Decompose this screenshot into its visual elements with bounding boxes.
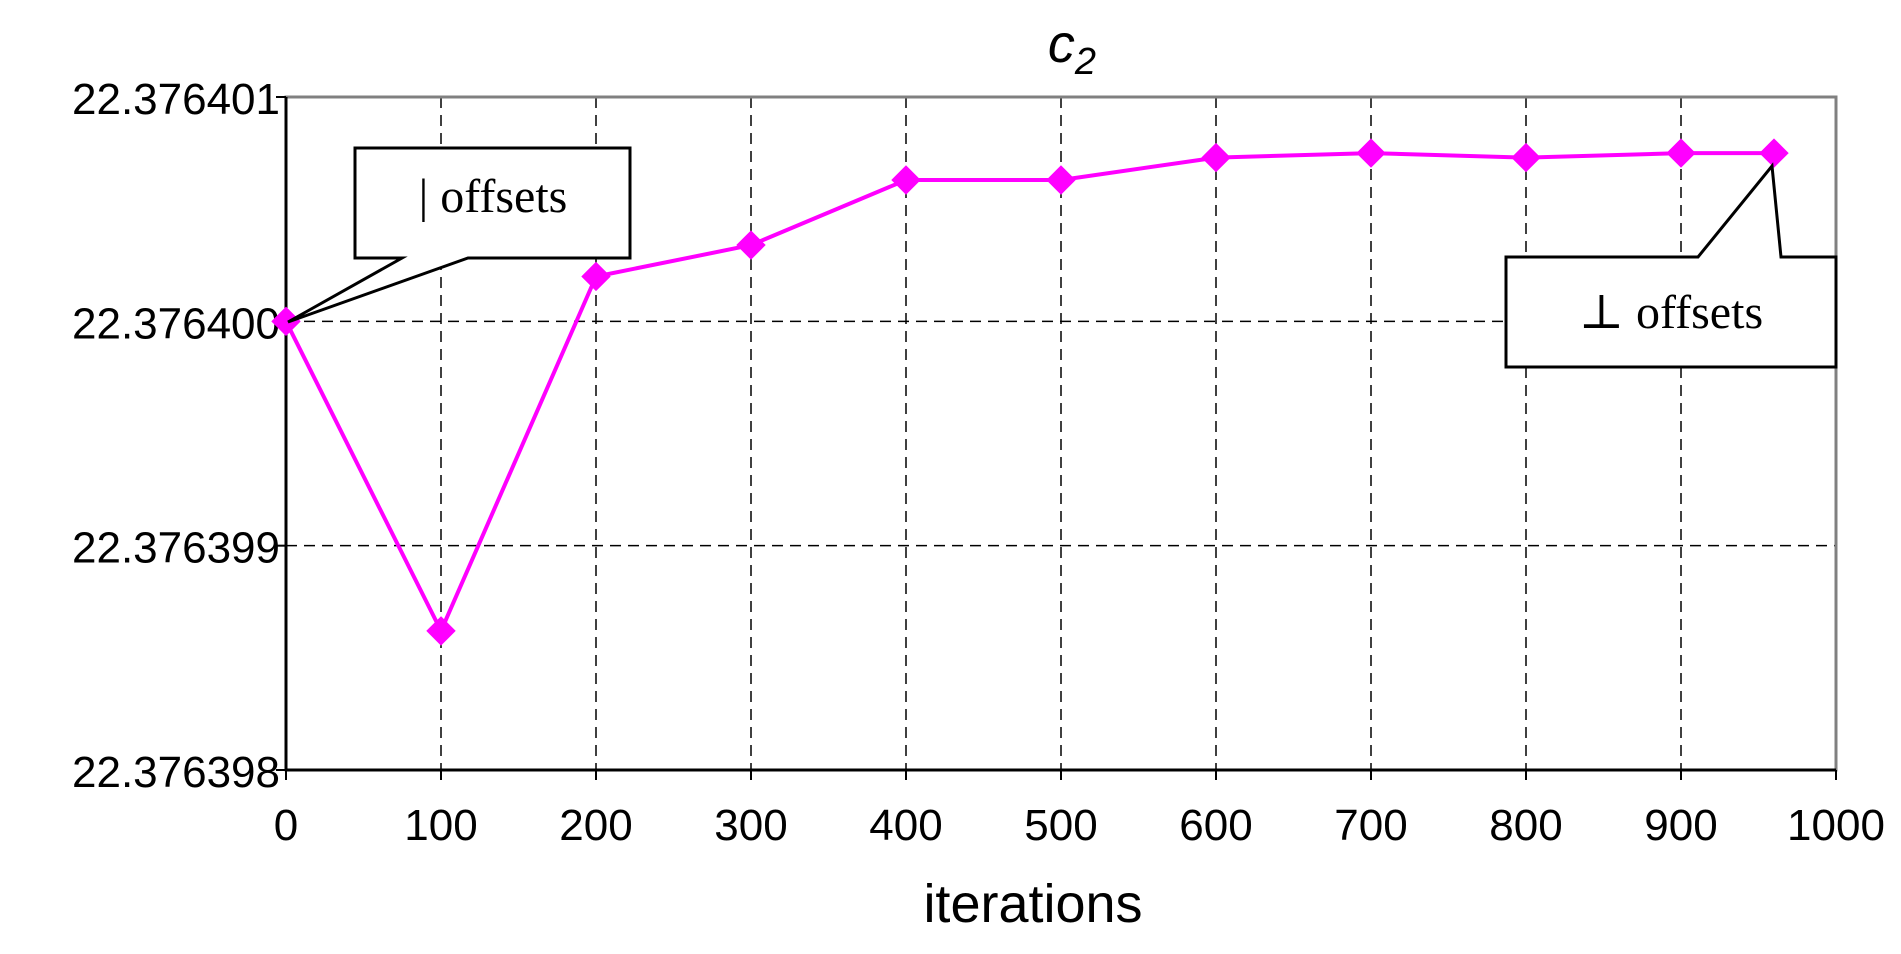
x-tick-label: 200 (559, 801, 632, 850)
x-tick-label: 600 (1179, 801, 1252, 850)
callout-perpendicular-offsets-label: ⊥ offsets (1579, 286, 1763, 339)
data-point-marker (1046, 165, 1076, 195)
chart-title-subscript: 2 (1074, 41, 1096, 83)
data-point-marker (426, 616, 456, 646)
y-tick-label: 22.376399 (72, 524, 280, 573)
series-layer (271, 138, 1789, 646)
callout-parallel-offsets-box (287, 146, 632, 324)
x-tick-label: 0 (274, 801, 298, 850)
data-point-marker (1759, 138, 1789, 168)
x-tick-label: 800 (1489, 801, 1562, 850)
grid (286, 97, 1836, 770)
data-point-marker (891, 165, 921, 195)
axis-ticks: 0 100 200 300 400 500 600 700 800 900 1000 22.37639… (72, 75, 1885, 850)
chart-title-main: c (1048, 14, 1075, 74)
callout-parallel-offsets-label: | offsets (419, 170, 568, 223)
data-point-marker (1356, 138, 1386, 168)
data-point-marker (581, 261, 611, 292)
data-point-marker (1201, 142, 1231, 173)
y-tick-label: 22.376401 (72, 75, 280, 124)
x-tick-label: 500 (1024, 801, 1097, 850)
x-tick-label: 900 (1644, 801, 1717, 850)
x-axis-title: iterations (923, 874, 1142, 934)
callout-parallel-offsets: | offsets (287, 146, 632, 324)
x-tick-label: 1000 (1787, 801, 1885, 850)
y-tick-label: 22.376400 (72, 299, 280, 348)
x-tick-label: 700 (1334, 801, 1407, 850)
y-tick-label: 22.376398 (72, 748, 280, 797)
x-tick-label: 100 (404, 801, 477, 850)
x-tick-label: 300 (714, 801, 787, 850)
data-point-marker (1511, 142, 1541, 173)
callout-perpendicular-offsets: ⊥ offsets (1504, 162, 1838, 369)
chart-title: c2 (1048, 14, 1096, 83)
data-point-marker (736, 230, 766, 260)
x-tick-label: 400 (869, 801, 942, 850)
data-point-marker (1666, 138, 1696, 168)
callout-perpendicular-offsets-box (1504, 162, 1838, 369)
